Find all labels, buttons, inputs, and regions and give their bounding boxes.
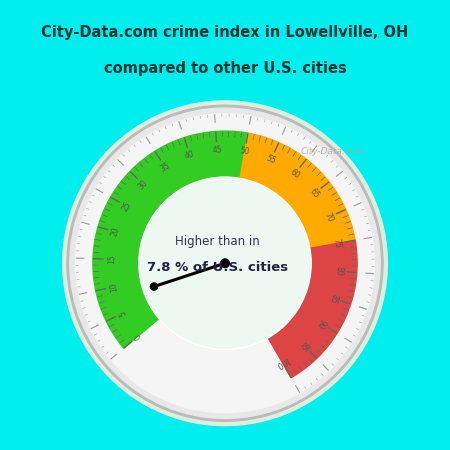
Text: 20: 20 (110, 226, 122, 238)
Circle shape (63, 101, 387, 426)
Text: 80: 80 (333, 266, 343, 276)
Wedge shape (93, 131, 248, 348)
Wedge shape (240, 133, 355, 248)
Text: 0: 0 (133, 332, 143, 341)
Text: 15: 15 (107, 254, 116, 264)
Circle shape (140, 179, 310, 348)
Text: 70: 70 (323, 211, 335, 223)
Text: 7.8 % of U.S. cities: 7.8 % of U.S. cities (147, 261, 288, 274)
Text: 40: 40 (184, 149, 196, 161)
Text: 95: 95 (297, 338, 310, 351)
Circle shape (220, 259, 230, 268)
Text: City-Data.com: City-Data.com (301, 147, 365, 156)
Wedge shape (268, 240, 357, 378)
Circle shape (150, 283, 158, 290)
Circle shape (139, 177, 311, 350)
Text: 25: 25 (121, 200, 133, 213)
Text: 10: 10 (108, 281, 119, 292)
Text: Higher than in: Higher than in (176, 235, 260, 248)
Circle shape (70, 108, 380, 418)
Text: 50: 50 (239, 146, 250, 157)
Text: 90: 90 (315, 317, 328, 330)
Text: 30: 30 (137, 178, 150, 191)
Circle shape (67, 105, 383, 421)
Text: 100: 100 (273, 354, 290, 369)
Circle shape (76, 114, 374, 413)
Text: 75: 75 (332, 238, 342, 249)
Text: 85: 85 (327, 292, 339, 304)
Text: 35: 35 (158, 161, 171, 173)
Text: 5: 5 (118, 309, 128, 317)
Text: 45: 45 (212, 145, 222, 155)
Text: compared to other U.S. cities: compared to other U.S. cities (104, 61, 346, 76)
Text: City-Data.com crime index in Lowellville, OH: City-Data.com crime index in Lowellville… (41, 25, 409, 40)
Text: 60: 60 (288, 167, 302, 180)
Text: 55: 55 (265, 153, 278, 166)
Text: 65: 65 (308, 187, 321, 200)
